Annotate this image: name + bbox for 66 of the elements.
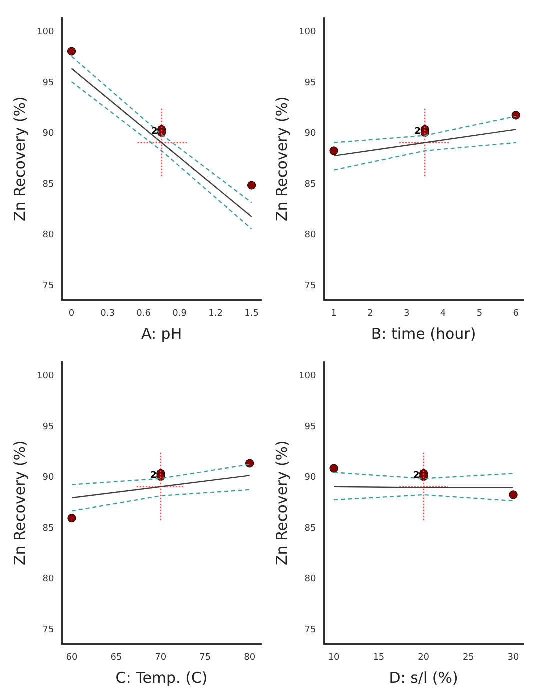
y-axis-title: Zn Recovery (%) [272, 96, 291, 222]
x-axis-title: D: s/l (%) [389, 668, 458, 687]
y-tick-label: 75 [304, 625, 316, 636]
y-tick-label: 90 [304, 473, 316, 484]
y-tick-label: 90 [42, 129, 54, 140]
point [509, 490, 518, 500]
x-tick-label: 1.2 [208, 308, 223, 319]
x-tick-label: 65 [110, 652, 122, 663]
y-tick-label: 80 [42, 574, 54, 585]
x-tick-label: 10 [328, 652, 340, 663]
annotation: 2 [414, 127, 422, 138]
y-tick-label: 95 [304, 78, 316, 88]
x-tick-label: 2 [368, 308, 374, 319]
point [330, 146, 338, 156]
y-tick-label: 80 [304, 230, 316, 241]
x-tick-label: 70 [155, 652, 167, 663]
y-tick-label: 85 [42, 524, 54, 534]
x-tick-label: 6 [513, 308, 520, 319]
y-tick-label: 95 [304, 422, 316, 432]
x-tick-label: 1.5 [244, 308, 259, 319]
x-tick-label: 25 [462, 652, 474, 663]
x-tick-label: 0.3 [100, 308, 115, 319]
y-tick-label: 85 [304, 524, 316, 534]
y-tick-label: 75 [304, 281, 316, 292]
x-tick-label: 5 [476, 308, 483, 319]
point [330, 464, 338, 473]
annotation: 2 [414, 471, 420, 482]
x-tick-label: 20 [418, 652, 430, 663]
point [67, 47, 76, 56]
x-tick-label: 0 [68, 308, 75, 319]
x-tick-label: 60 [66, 652, 78, 663]
annotation: 2 [152, 127, 158, 138]
y-tick-label: 95 [42, 422, 54, 432]
x-axis-title: A: pH [141, 324, 182, 343]
x-tick-label: 80 [244, 652, 256, 663]
x-tick-label: 30 [508, 652, 520, 663]
point [248, 181, 256, 190]
y-tick-label: 85 [42, 180, 54, 190]
x-tick-label: 0.6 [136, 308, 152, 319]
y-tick-label: 80 [304, 574, 316, 585]
x-tick-label: 15 [373, 652, 385, 663]
y-tick-label: 75 [42, 625, 54, 636]
x-axis-title: B: time (hour) [371, 324, 476, 343]
x-axis-title: C: Temp. (C) [116, 668, 208, 687]
y-tick-label: 75 [42, 281, 54, 292]
point [68, 514, 76, 523]
y-tick-label: 100 [36, 28, 54, 38]
x-tick-label: 75 [200, 652, 212, 663]
y-tick-label: 100 [298, 372, 316, 382]
y-axis-title: Zn Recovery (%) [272, 440, 291, 566]
annotation: 2 [150, 471, 157, 482]
y-tick-label: 90 [304, 129, 316, 140]
y-tick-label: 90 [42, 473, 54, 484]
y-tick-label: 100 [298, 28, 316, 38]
point [512, 111, 520, 120]
x-tick-label: 3 [404, 308, 410, 319]
x-tick-label: 0.9 [172, 308, 188, 319]
x-tick-label: 4 [440, 308, 446, 319]
y-tick-label: 100 [36, 372, 54, 382]
y-tick-label: 80 [42, 230, 54, 241]
point [246, 459, 254, 468]
x-tick-label: 1 [331, 308, 337, 319]
y-axis-title: Zn Recovery (%) [10, 440, 29, 566]
y-tick-label: 85 [304, 180, 316, 190]
y-axis-title: Zn Recovery (%) [10, 96, 29, 222]
y-tick-label: 95 [42, 78, 54, 88]
